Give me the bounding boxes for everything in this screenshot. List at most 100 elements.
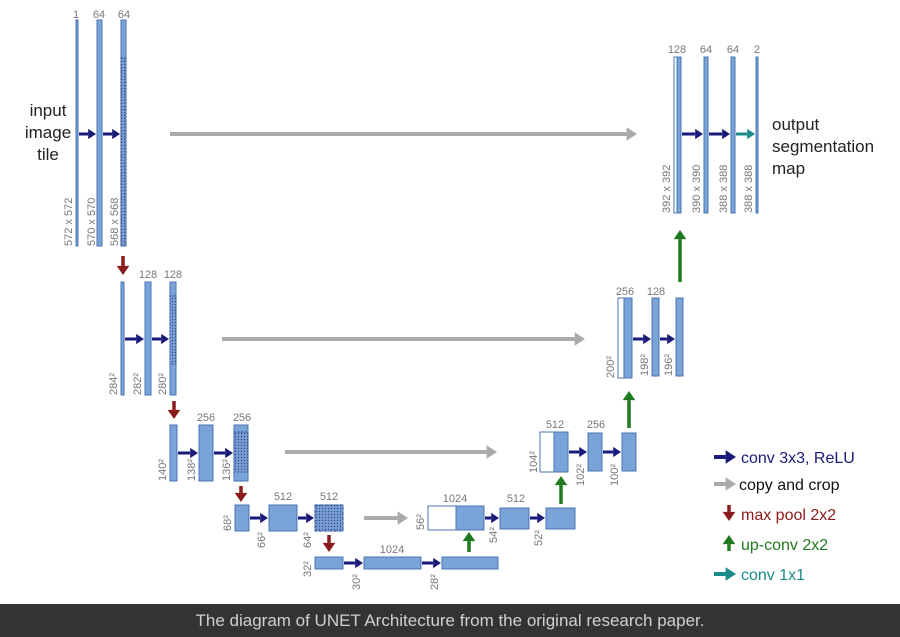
conv-arrow-l1b <box>112 128 120 140</box>
channel-label-dec512: 512 <box>507 493 525 505</box>
pool-arrow-1 <box>116 265 130 275</box>
channel-label-dec256: 256 <box>587 419 605 431</box>
feature-map-1 <box>75 19 79 247</box>
legend-label: up-conv 2x2 <box>741 537 828 554</box>
conv-arrow-d3b <box>613 446 621 458</box>
legend-label: max pool 2x2 <box>741 507 836 524</box>
unet-diagram: 1 64 64 572 x 572 570 x 570 568 x 568 input ima… <box>0 0 900 604</box>
feature-map-dec64a <box>703 56 709 214</box>
feature-map-dec512b <box>545 507 576 530</box>
input-label-line: tile <box>37 145 59 164</box>
pool-arrow-3 <box>234 492 248 502</box>
size-label-388a: 388 x 388 <box>718 165 730 213</box>
conv-arrow-l2a <box>136 333 144 345</box>
size-label-136: 136² <box>221 459 233 481</box>
size-label-56: 56² <box>415 514 427 530</box>
legend-label: conv 1x1 <box>741 567 805 584</box>
upconv-map-256 <box>553 431 569 473</box>
crop-region-l1 <box>120 57 127 247</box>
conv-arrow-d2a <box>643 333 651 345</box>
channel-label-128b: 128 <box>164 269 182 281</box>
size-label-102: 102² <box>575 464 587 486</box>
size-label-68: 68² <box>222 515 234 531</box>
feature-map-64a <box>96 19 103 247</box>
channel-label-dec512b: 512 <box>546 419 564 431</box>
size-label-30: 30² <box>351 574 363 590</box>
size-label-390: 390 x 390 <box>691 165 703 213</box>
pool-arrow-4 <box>322 542 336 552</box>
input-label-line: input <box>30 101 67 120</box>
feature-map-dec512a <box>499 507 530 530</box>
copy-arrow-l1 <box>626 127 637 141</box>
conv-arrow-bn-b <box>433 557 441 569</box>
channel-label-1024b: 1024 <box>443 493 467 505</box>
size-label-138: 138² <box>186 459 198 481</box>
size-label-570: 570 x 570 <box>86 198 98 246</box>
legend-arrow-down-icon <box>722 511 736 521</box>
feature-map-bottleneck-in <box>314 556 344 570</box>
size-label-280: 280² <box>157 373 169 395</box>
size-label-64: 64² <box>302 532 314 548</box>
conv-arrow-l3b <box>225 447 233 459</box>
feature-map-dec256a <box>587 432 603 472</box>
copied-map-256 <box>539 431 555 473</box>
legend-arrow-right-icon <box>725 567 736 581</box>
output-label-line: segmentation <box>772 137 874 156</box>
size-label-100: 100² <box>609 464 621 486</box>
crop-region-l3 <box>233 431 249 473</box>
copy-arrow-l3 <box>486 445 497 459</box>
output-label-line: map <box>772 159 805 178</box>
channel-label-128a: 128 <box>139 269 157 281</box>
feature-map-output <box>755 56 759 214</box>
conv-arrow-l4a <box>260 512 268 524</box>
channel-label-512b: 512 <box>320 491 338 503</box>
channel-label-64a: 64 <box>93 9 105 21</box>
conv-arrow-l2b <box>161 333 169 345</box>
copy-arrow-l4 <box>397 511 408 525</box>
conv-arrow-d4a <box>491 512 499 524</box>
output-label-line: output <box>772 115 820 134</box>
legend-arrow-right-icon <box>725 450 736 464</box>
size-label-200: 200² <box>605 356 617 378</box>
size-label-198: 198² <box>639 354 651 376</box>
conv-arrow-d1b <box>722 128 730 140</box>
size-label-196: 196² <box>663 354 675 376</box>
conv-arrow-bn-a <box>355 557 363 569</box>
size-label-284: 284² <box>108 373 120 395</box>
upconv-arrow-2 <box>554 476 568 486</box>
size-label-28: 28² <box>429 574 441 590</box>
upconv-arrow-1 <box>462 532 476 542</box>
size-label-568: 568 x 568 <box>109 198 121 246</box>
feature-map-128a <box>144 281 152 396</box>
channel-label-dec64a: 64 <box>700 44 712 56</box>
upconv-arrow-4 <box>673 230 687 240</box>
legend-label: conv 3x3, ReLU <box>741 450 855 467</box>
feature-map-1024b <box>441 556 499 570</box>
upconv-map-512 <box>455 505 485 531</box>
legend-label: copy and crop <box>739 477 840 494</box>
feature-map-dec128a <box>651 297 660 377</box>
feature-map-256-in <box>169 424 178 482</box>
size-label-572: 572 x 572 <box>63 198 75 246</box>
size-label-32: 32² <box>302 561 314 577</box>
conv-arrow-d2b <box>667 333 675 345</box>
channel-label-256b: 256 <box>233 412 251 424</box>
conv-arrow-l4b <box>306 512 314 524</box>
feature-map-512-in <box>234 504 250 532</box>
channel-label-1024a: 1024 <box>380 544 404 556</box>
copy-arrow-l2 <box>574 332 585 346</box>
upconv-arrow-3 <box>622 391 636 401</box>
figure-caption: The diagram of UNET Architecture from th… <box>195 611 705 630</box>
size-label-282: 282² <box>132 373 144 395</box>
channel-label-dec128: 128 <box>647 286 665 298</box>
size-label-140: 140² <box>157 459 169 481</box>
channel-label-2: 2 <box>754 44 760 56</box>
size-label-52: 52² <box>533 530 545 546</box>
feature-map-512a <box>268 504 298 532</box>
input-label-line: image <box>25 123 71 142</box>
legend-arrow-right-icon <box>725 477 736 491</box>
crop-region-l4 <box>314 504 344 532</box>
channel-label-dec256b: 256 <box>616 286 634 298</box>
feature-map-dec128b <box>675 297 684 377</box>
